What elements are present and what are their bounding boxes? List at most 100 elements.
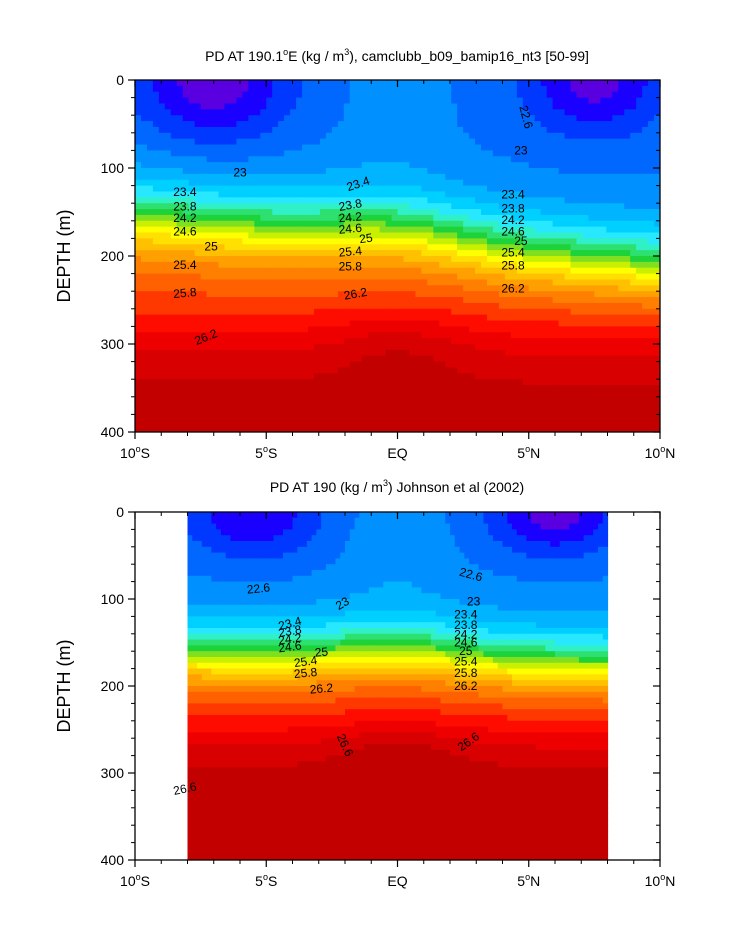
contour-cell: [266, 332, 273, 339]
contour-cell: [492, 203, 500, 210]
contour-cell: [349, 132, 357, 140]
contour-cell: [463, 109, 470, 116]
contour-cell: [284, 226, 291, 234]
contour-cell: [236, 185, 243, 193]
contour-cell: [397, 138, 405, 146]
contour-cell: [158, 314, 166, 322]
contour-cell: [439, 326, 446, 333]
contour-cell: [200, 214, 208, 222]
contour-cell: [170, 244, 178, 251]
contour-cell: [337, 121, 345, 128]
contour-cell: [576, 326, 584, 333]
contour-cell: [355, 285, 363, 292]
contour-cell: [600, 402, 607, 410]
contour-cell: [230, 115, 238, 122]
contour-cell: [337, 197, 345, 204]
contour-cell: [463, 121, 470, 128]
contour-cell: [367, 162, 375, 169]
contour-cell: [308, 355, 315, 363]
contour-cell: [337, 250, 345, 257]
contour-cell: [331, 279, 339, 286]
contour-cell: [308, 173, 315, 181]
contour-cell: [379, 302, 387, 310]
contour-cell: [552, 361, 560, 369]
contour-cell: [403, 144, 411, 151]
contour-cell: [242, 279, 249, 286]
contour-cell: [206, 97, 214, 105]
contour-cell: [319, 238, 327, 245]
contour-cell: [296, 385, 303, 392]
contour-cell: [302, 402, 309, 410]
contour-cell: [182, 162, 190, 169]
contour-cell: [636, 332, 643, 339]
contour-cell: [212, 203, 220, 210]
contour-cell: [355, 209, 363, 216]
contour-cell: [266, 126, 273, 134]
contour-cell: [284, 256, 291, 263]
contour-cell: [528, 191, 536, 198]
contour-cell: [522, 232, 530, 239]
contour-cell: [534, 115, 542, 122]
contour-cell: [158, 203, 166, 210]
contour-cell: [176, 179, 184, 187]
contour-cell: [290, 267, 297, 275]
contour-cell: [612, 261, 619, 269]
contour-cell: [570, 97, 578, 105]
contour-cell: [504, 256, 512, 263]
contour-cell: [236, 396, 243, 404]
contour-cell: [200, 256, 208, 263]
contour-cell: [176, 349, 184, 357]
contour-cell: [594, 97, 601, 105]
contour-cell: [510, 121, 518, 128]
contour-cell: [427, 185, 434, 193]
contour-cell: [540, 238, 548, 245]
contour-cell: [254, 326, 261, 333]
contour-cell: [630, 162, 637, 169]
contour-cell: [170, 238, 178, 245]
contour-cell: [481, 203, 488, 210]
contour-cell: [612, 256, 619, 263]
contour-cell: [200, 402, 208, 410]
contour-cell: [331, 244, 339, 251]
contour-cell: [266, 379, 273, 386]
contour-cell: [409, 279, 416, 286]
contour-cell: [552, 355, 560, 363]
contour-cell: [319, 179, 327, 187]
contour-cell: [200, 156, 208, 163]
contour-cell: [135, 132, 142, 140]
contour-cell: [570, 173, 578, 181]
contour-cell: [600, 126, 607, 134]
contour-cell: [325, 232, 333, 239]
contour-cell: [564, 338, 572, 345]
contour-cell: [451, 109, 458, 116]
contour-cell: [272, 308, 279, 316]
contour-cell: [594, 121, 601, 128]
contour-cell: [576, 173, 584, 181]
contour-cell: [564, 261, 572, 269]
contour-cell: [576, 320, 584, 327]
contour-cell: [254, 126, 261, 134]
contour-cell: [284, 203, 291, 210]
contour-cell: [463, 244, 470, 251]
contour-cell: [582, 179, 590, 187]
contour-cell: [457, 197, 464, 204]
contour-cell: [248, 373, 255, 380]
contour-cell: [308, 162, 315, 169]
contour-cell: [409, 91, 416, 99]
contour-cell: [135, 355, 142, 363]
contour-cell: [236, 302, 243, 310]
contour-cell: [451, 191, 458, 198]
contour-cell: [576, 396, 584, 404]
contour-cell: [266, 308, 273, 316]
contour-cell: [212, 138, 220, 146]
contour-cell: [451, 91, 458, 99]
contour-cell: [212, 232, 220, 239]
contour-cell: [594, 226, 601, 234]
contour-cell: [373, 302, 381, 310]
contour-cell: [492, 232, 500, 239]
contour-cell: [308, 390, 315, 398]
contour-cell: [140, 385, 148, 392]
contour-cell: [636, 209, 643, 216]
contour-cell: [361, 285, 369, 292]
contour-cell: [319, 103, 327, 110]
